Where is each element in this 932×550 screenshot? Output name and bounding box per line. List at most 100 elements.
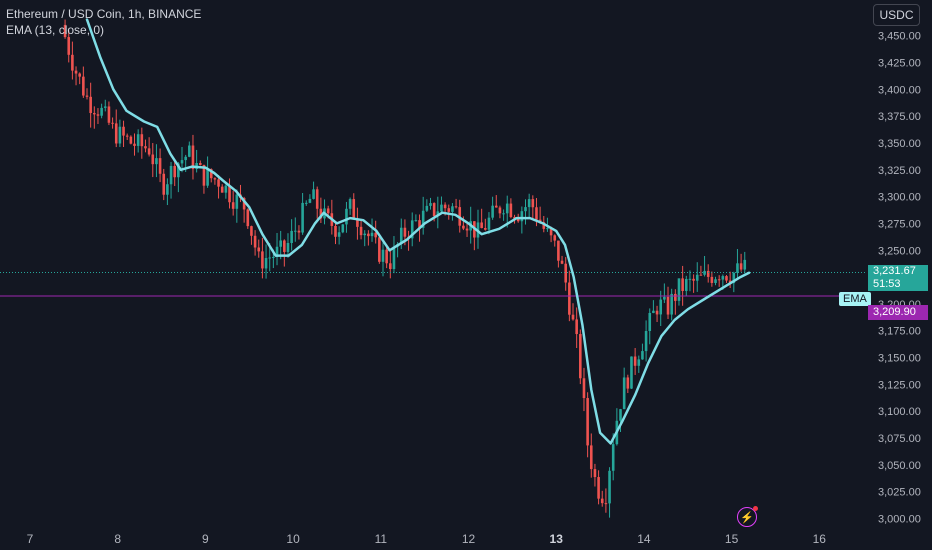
- time-tick-label: 9: [202, 532, 209, 546]
- candle-body: [140, 134, 144, 147]
- candle-body: [312, 189, 315, 199]
- candle-body: [575, 319, 578, 335]
- candle-body: [498, 207, 502, 214]
- candle-body: [356, 218, 359, 227]
- symbol-title[interactable]: Ethereum / USD Coin, 1h, BINANCE: [6, 7, 202, 21]
- candle-body: [217, 179, 220, 187]
- candle-body: [421, 210, 425, 228]
- candle-body: [706, 270, 710, 277]
- candle-body: [688, 278, 692, 280]
- candle-body: [367, 233, 370, 237]
- candle-body: [626, 377, 630, 389]
- candle-body: [520, 211, 524, 222]
- candle-body: [608, 470, 611, 504]
- time-tick-label: 15: [725, 532, 739, 546]
- ema-axis-label: EMA: [839, 292, 871, 306]
- candle-body: [674, 293, 677, 301]
- candle-body: [553, 235, 557, 241]
- indicator-legend[interactable]: EMA (13, close, 0): [6, 23, 105, 37]
- candle-body: [177, 163, 180, 178]
- candle-body: [63, 24, 67, 38]
- price-axis[interactable]: 3,450.00 3,425.00 3,400.00 3,375.00 3,350.00…: [878, 31, 921, 526]
- candle-body: [659, 299, 663, 315]
- candle-body: [425, 205, 429, 211]
- last-price-tag: 3,231.67 51:53: [868, 265, 928, 291]
- candle-body: [133, 143, 136, 146]
- candle-body: [100, 107, 103, 116]
- candle-body: [257, 247, 261, 252]
- last-price-value: 3,231.67: [873, 265, 916, 277]
- candle-body: [374, 232, 377, 238]
- candle-body: [370, 232, 374, 237]
- candle-body: [67, 37, 71, 55]
- currency-button[interactable]: USDC: [873, 4, 920, 26]
- candle-body: [681, 278, 684, 291]
- candle-body: [93, 113, 96, 115]
- candle-body: [695, 274, 699, 281]
- candle-body: [447, 208, 451, 212]
- candle-body: [721, 276, 725, 280]
- ema-line: [85, 18, 751, 445]
- candle-body: [155, 158, 158, 165]
- candle-body: [275, 246, 279, 258]
- candle-body: [502, 213, 505, 215]
- candle-body: [399, 227, 403, 245]
- candle-body: [286, 242, 290, 252]
- candle-body: [191, 145, 195, 169]
- candle-body: [579, 334, 582, 379]
- time-axis[interactable]: 7 8 9 10 11 12 13 14 15 16: [27, 532, 827, 546]
- price-tick-label: 3,350.00: [878, 138, 921, 150]
- candle-body: [198, 163, 202, 165]
- price-tick-label: 3,300.00: [878, 192, 921, 204]
- candle-body: [158, 158, 162, 174]
- candle-body: [549, 228, 553, 236]
- candle-body: [359, 226, 363, 236]
- time-tick-label: 16: [813, 532, 827, 546]
- candle-body: [443, 204, 447, 209]
- candle-body: [743, 259, 747, 270]
- price-tick-label: 3,325.00: [878, 165, 921, 177]
- candle-body: [315, 189, 319, 209]
- lightning-alert-icon[interactable]: ⚡: [737, 506, 758, 527]
- candle-body: [319, 208, 323, 219]
- price-tick-label: 3,125.00: [878, 379, 921, 391]
- candle-body: [454, 206, 458, 208]
- candle-body: [432, 203, 436, 217]
- candle-body: [206, 169, 209, 186]
- time-tick-label: 7: [27, 532, 34, 546]
- candle-body: [279, 240, 282, 247]
- candle-body: [283, 240, 286, 252]
- candle-body: [103, 106, 107, 108]
- candle-body: [725, 276, 728, 281]
- candle-body: [173, 165, 177, 178]
- candle-body: [129, 136, 133, 144]
- candle-body: [114, 123, 118, 144]
- price-tick-label: 3,400.00: [878, 84, 921, 96]
- candle-body: [516, 218, 520, 222]
- candle-body: [736, 263, 739, 273]
- candle-body: [136, 134, 140, 146]
- price-tick-label: 3,425.00: [878, 57, 921, 69]
- candle-body: [568, 282, 571, 315]
- candle-body: [352, 199, 356, 219]
- candle-body: [326, 208, 330, 214]
- candle-body: [600, 498, 604, 504]
- candle-body: [180, 160, 184, 164]
- candle-body: [513, 217, 516, 219]
- candle-body: [345, 208, 348, 225]
- candle-body: [684, 278, 688, 291]
- candle-body: [670, 293, 673, 315]
- candle-body: [235, 194, 239, 209]
- candle-body: [699, 274, 703, 276]
- price-tick-label: 3,150.00: [878, 353, 921, 365]
- candle-body: [381, 249, 385, 262]
- candle-body: [290, 230, 293, 243]
- candle-body: [403, 227, 407, 237]
- candle-body: [531, 199, 535, 208]
- candle-body: [655, 310, 659, 315]
- candle-body: [348, 199, 352, 209]
- candle-body: [363, 233, 367, 236]
- candle-body: [301, 202, 304, 233]
- candle-body: [82, 76, 85, 96]
